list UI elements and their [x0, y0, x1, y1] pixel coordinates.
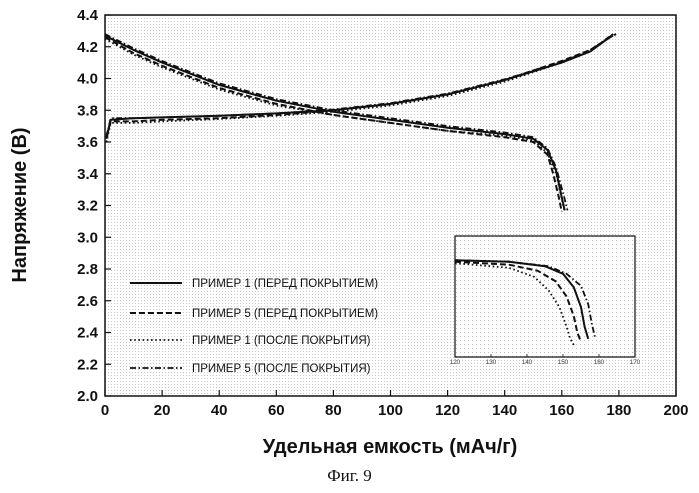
- y-tick-label: 2.4: [77, 325, 99, 342]
- inset-tick-label: 160: [594, 360, 605, 366]
- inset-tick-label: 140: [522, 360, 533, 366]
- y-tick-label: 2.6: [77, 293, 98, 310]
- y-tick-label: 3.0: [77, 229, 98, 246]
- y-tick-label: 2.0: [77, 388, 98, 405]
- x-tick-label: 180: [606, 402, 631, 419]
- legend-entry: ПРИМЕР 1 (ПОСЛЕ ПОКРЫТИЯ): [192, 335, 371, 347]
- x-tick-label: 100: [378, 402, 403, 419]
- inset-frame: [455, 236, 635, 357]
- figure-caption: Фиг. 9: [0, 466, 699, 486]
- y-tick-label: 2.2: [77, 356, 98, 373]
- y-tick-label: 4.4: [77, 7, 99, 24]
- x-tick-label: 80: [325, 402, 342, 419]
- y-tick-label: 3.2: [77, 198, 98, 215]
- legend-entry: ПРИМЕР 5 (ПОСЛЕ ПОКРЫТИЯ): [192, 363, 371, 375]
- x-tick-label: 160: [549, 402, 574, 419]
- x-tick-label: 120: [435, 402, 460, 419]
- x-tick-label: 60: [268, 402, 285, 419]
- y-tick-label: 4.0: [77, 71, 98, 88]
- x-tick-label: 140: [492, 402, 517, 419]
- x-axis-title: Удельная емкость (мАч/г): [263, 436, 518, 458]
- inset-tick-label: 130: [486, 360, 497, 366]
- inset-tick-label: 170: [630, 360, 641, 366]
- y-tick-label: 4.2: [77, 39, 98, 56]
- legend-entry: ПРИМЕР 1 (ПЕРЕД ПОКРЫТИЕМ): [192, 278, 378, 290]
- y-tick-label: 2.8: [77, 261, 98, 278]
- y-tick-label: 3.6: [77, 134, 98, 151]
- x-tick-label: 20: [154, 402, 171, 419]
- voltage-capacity-chart: 2.02.22.42.62.83.03.23.43.63.84.04.24.4 …: [0, 0, 699, 466]
- inset-tick-label: 150: [558, 360, 569, 366]
- x-tick-label: 200: [663, 402, 688, 419]
- x-tick-label: 40: [211, 402, 228, 419]
- inset-tick-label: 120: [450, 360, 461, 366]
- y-axis-title: Напряжение (В): [9, 127, 31, 282]
- y-tick-label: 3.4: [77, 166, 99, 183]
- legend-entry: ПРИМЕР 5 (ПЕРЕД ПОКРЫТИЕМ): [192, 308, 378, 320]
- y-tick-label: 3.8: [77, 102, 98, 119]
- x-tick-label: 0: [101, 402, 109, 419]
- inset-chart: 120 130 140 150 160 170: [450, 236, 641, 366]
